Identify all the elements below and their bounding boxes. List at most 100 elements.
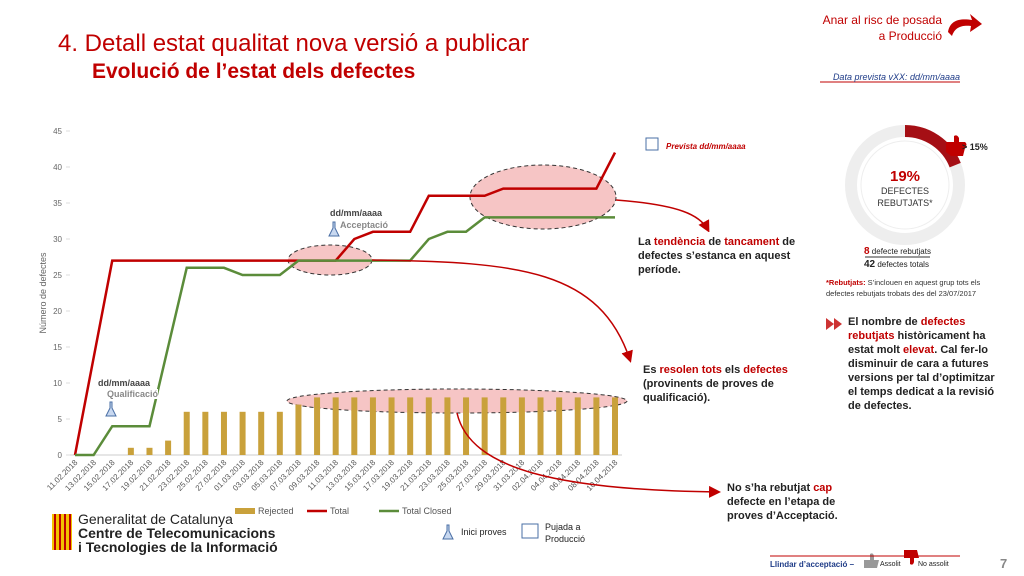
callout-text: resolen tots — [659, 364, 722, 376]
bar — [463, 397, 470, 455]
bar — [146, 447, 153, 455]
bar — [593, 397, 600, 455]
callout-text: històricament ha estat molt — [848, 330, 986, 356]
monitor-icon — [645, 137, 659, 151]
bar — [314, 397, 321, 455]
annotation-label: Qualificació — [107, 389, 159, 399]
thumb-down-icon — [946, 135, 967, 156]
line — [75, 216, 615, 457]
logo-stripes — [54, 514, 71, 550]
callout-text: els — [721, 364, 744, 376]
risk-arrow-icon — [948, 14, 982, 36]
callout: No s’ha rebutjat cap defecte en l’etapa … — [724, 478, 855, 526]
org-line: Generalitat de Catalunya — [78, 511, 233, 527]
bar — [202, 411, 209, 455]
bar — [351, 397, 358, 455]
callout-text: No s’ha rebutjat — [727, 482, 814, 494]
kpi-total: 42 defectes totals — [864, 259, 929, 270]
bar — [127, 447, 134, 455]
bar — [481, 397, 488, 455]
org-name: Generalitat de Catalunya Centre de Telec… — [78, 512, 278, 554]
bar — [220, 411, 227, 455]
logo — [52, 514, 72, 550]
bar — [518, 397, 525, 455]
kpi-rejected-count: 8 — [864, 246, 870, 257]
thumb-down-icon — [904, 550, 919, 565]
bar — [369, 397, 376, 455]
callout-text: (provinents de proves de qualificació). — [643, 378, 774, 404]
bar — [537, 397, 544, 455]
callout-text: de defectes s’estanca en aquest període. — [638, 236, 796, 276]
org-line: i Tecnologies de la Informació — [78, 539, 278, 555]
legend-label: Total — [330, 506, 349, 516]
y-tick-label: 15 — [53, 343, 62, 352]
callout-text: defecte en l’etapa de proves d’Acceptaci… — [727, 496, 838, 522]
bar — [332, 397, 339, 455]
bar — [276, 411, 283, 455]
annotation-date: dd/mm/aaaa — [330, 208, 383, 218]
not-achieved-label: No assolit — [918, 561, 949, 568]
y-tick-label: 25 — [53, 271, 62, 280]
thumb-up-icon — [864, 553, 879, 568]
callout-text: elevat — [903, 344, 935, 356]
kpi-rejected: 8 defecte rebutjats — [864, 246, 931, 257]
kpi-note-text: S’inclouen en aquest grup tots els defec… — [826, 278, 981, 298]
subtitle: Evolució de l’estat dels defectes — [92, 60, 416, 83]
legend-label: Rejected — [258, 506, 294, 516]
org-line: Centre de Telecomunicacions — [78, 525, 276, 541]
kpi-total-count: 42 — [864, 259, 876, 270]
page-number: 7 — [1000, 556, 1008, 571]
y-tick-label: 45 — [53, 127, 62, 136]
flask-icon — [328, 221, 340, 237]
date-note: Data prevista vXX: dd/mm/aaaa — [832, 72, 960, 82]
callout-text: El nombre de — [848, 316, 921, 328]
bullet-icon — [826, 318, 842, 330]
callout: Es resolen tots els defectes (provinents… — [640, 360, 806, 408]
callout-text: de — [705, 236, 725, 248]
callout-text: tendència — [653, 236, 706, 248]
monitor-icon — [521, 523, 539, 539]
achieved-label: Assolit — [880, 561, 901, 568]
callout: El nombre de defectes rebutjats històric… — [848, 315, 998, 413]
kpi-note: *Rebutjats: S’inclouen en aquest grup to… — [826, 277, 1001, 299]
bar — [556, 397, 563, 455]
callout-text: defectes — [743, 364, 788, 376]
highlight — [469, 164, 617, 230]
annotation-date: dd/mm/aaaa — [98, 378, 151, 388]
kpi-threshold: > 15% — [962, 142, 988, 152]
annotation-label: Acceptació — [340, 220, 389, 230]
callout: La tendència de tancament de defectes s’… — [635, 232, 801, 280]
kpi-label: DEFECTES REBUTJATS* — [877, 186, 933, 208]
kpi-rejected-label: defecte rebutjats — [871, 247, 931, 256]
bar — [407, 397, 414, 455]
bar — [574, 397, 581, 455]
callout-text: . Cal fer-lo disminuir de cara a futures… — [848, 344, 995, 412]
arrow — [615, 199, 710, 233]
legend-swatch — [235, 508, 255, 514]
bar — [612, 397, 618, 455]
arrow — [371, 259, 633, 363]
risk-link[interactable]: Anar al risc de posada a Producció — [822, 13, 942, 43]
bar — [500, 397, 507, 455]
callout-text: La — [638, 236, 654, 248]
donut-inner — [860, 140, 950, 230]
y-tick-label: 20 — [53, 307, 62, 316]
y-tick-label: 40 — [53, 163, 62, 172]
bar — [165, 440, 172, 455]
bar — [239, 411, 246, 455]
arrow — [456, 412, 721, 498]
y-tick-label: 30 — [53, 235, 62, 244]
legend-prod: Pujada a Producció — [545, 522, 586, 544]
legend-start: Inici proves — [461, 527, 507, 537]
donut-arc — [904, 125, 961, 168]
bar — [388, 397, 395, 455]
flask-icon — [105, 401, 117, 417]
y-tick-label: 35 — [53, 199, 62, 208]
callout-text: defectes rebutjats — [848, 316, 966, 342]
callout-text: cap — [813, 482, 833, 494]
line — [73, 152, 617, 456]
bar — [183, 411, 190, 455]
bar — [258, 411, 265, 455]
bar — [425, 397, 432, 455]
